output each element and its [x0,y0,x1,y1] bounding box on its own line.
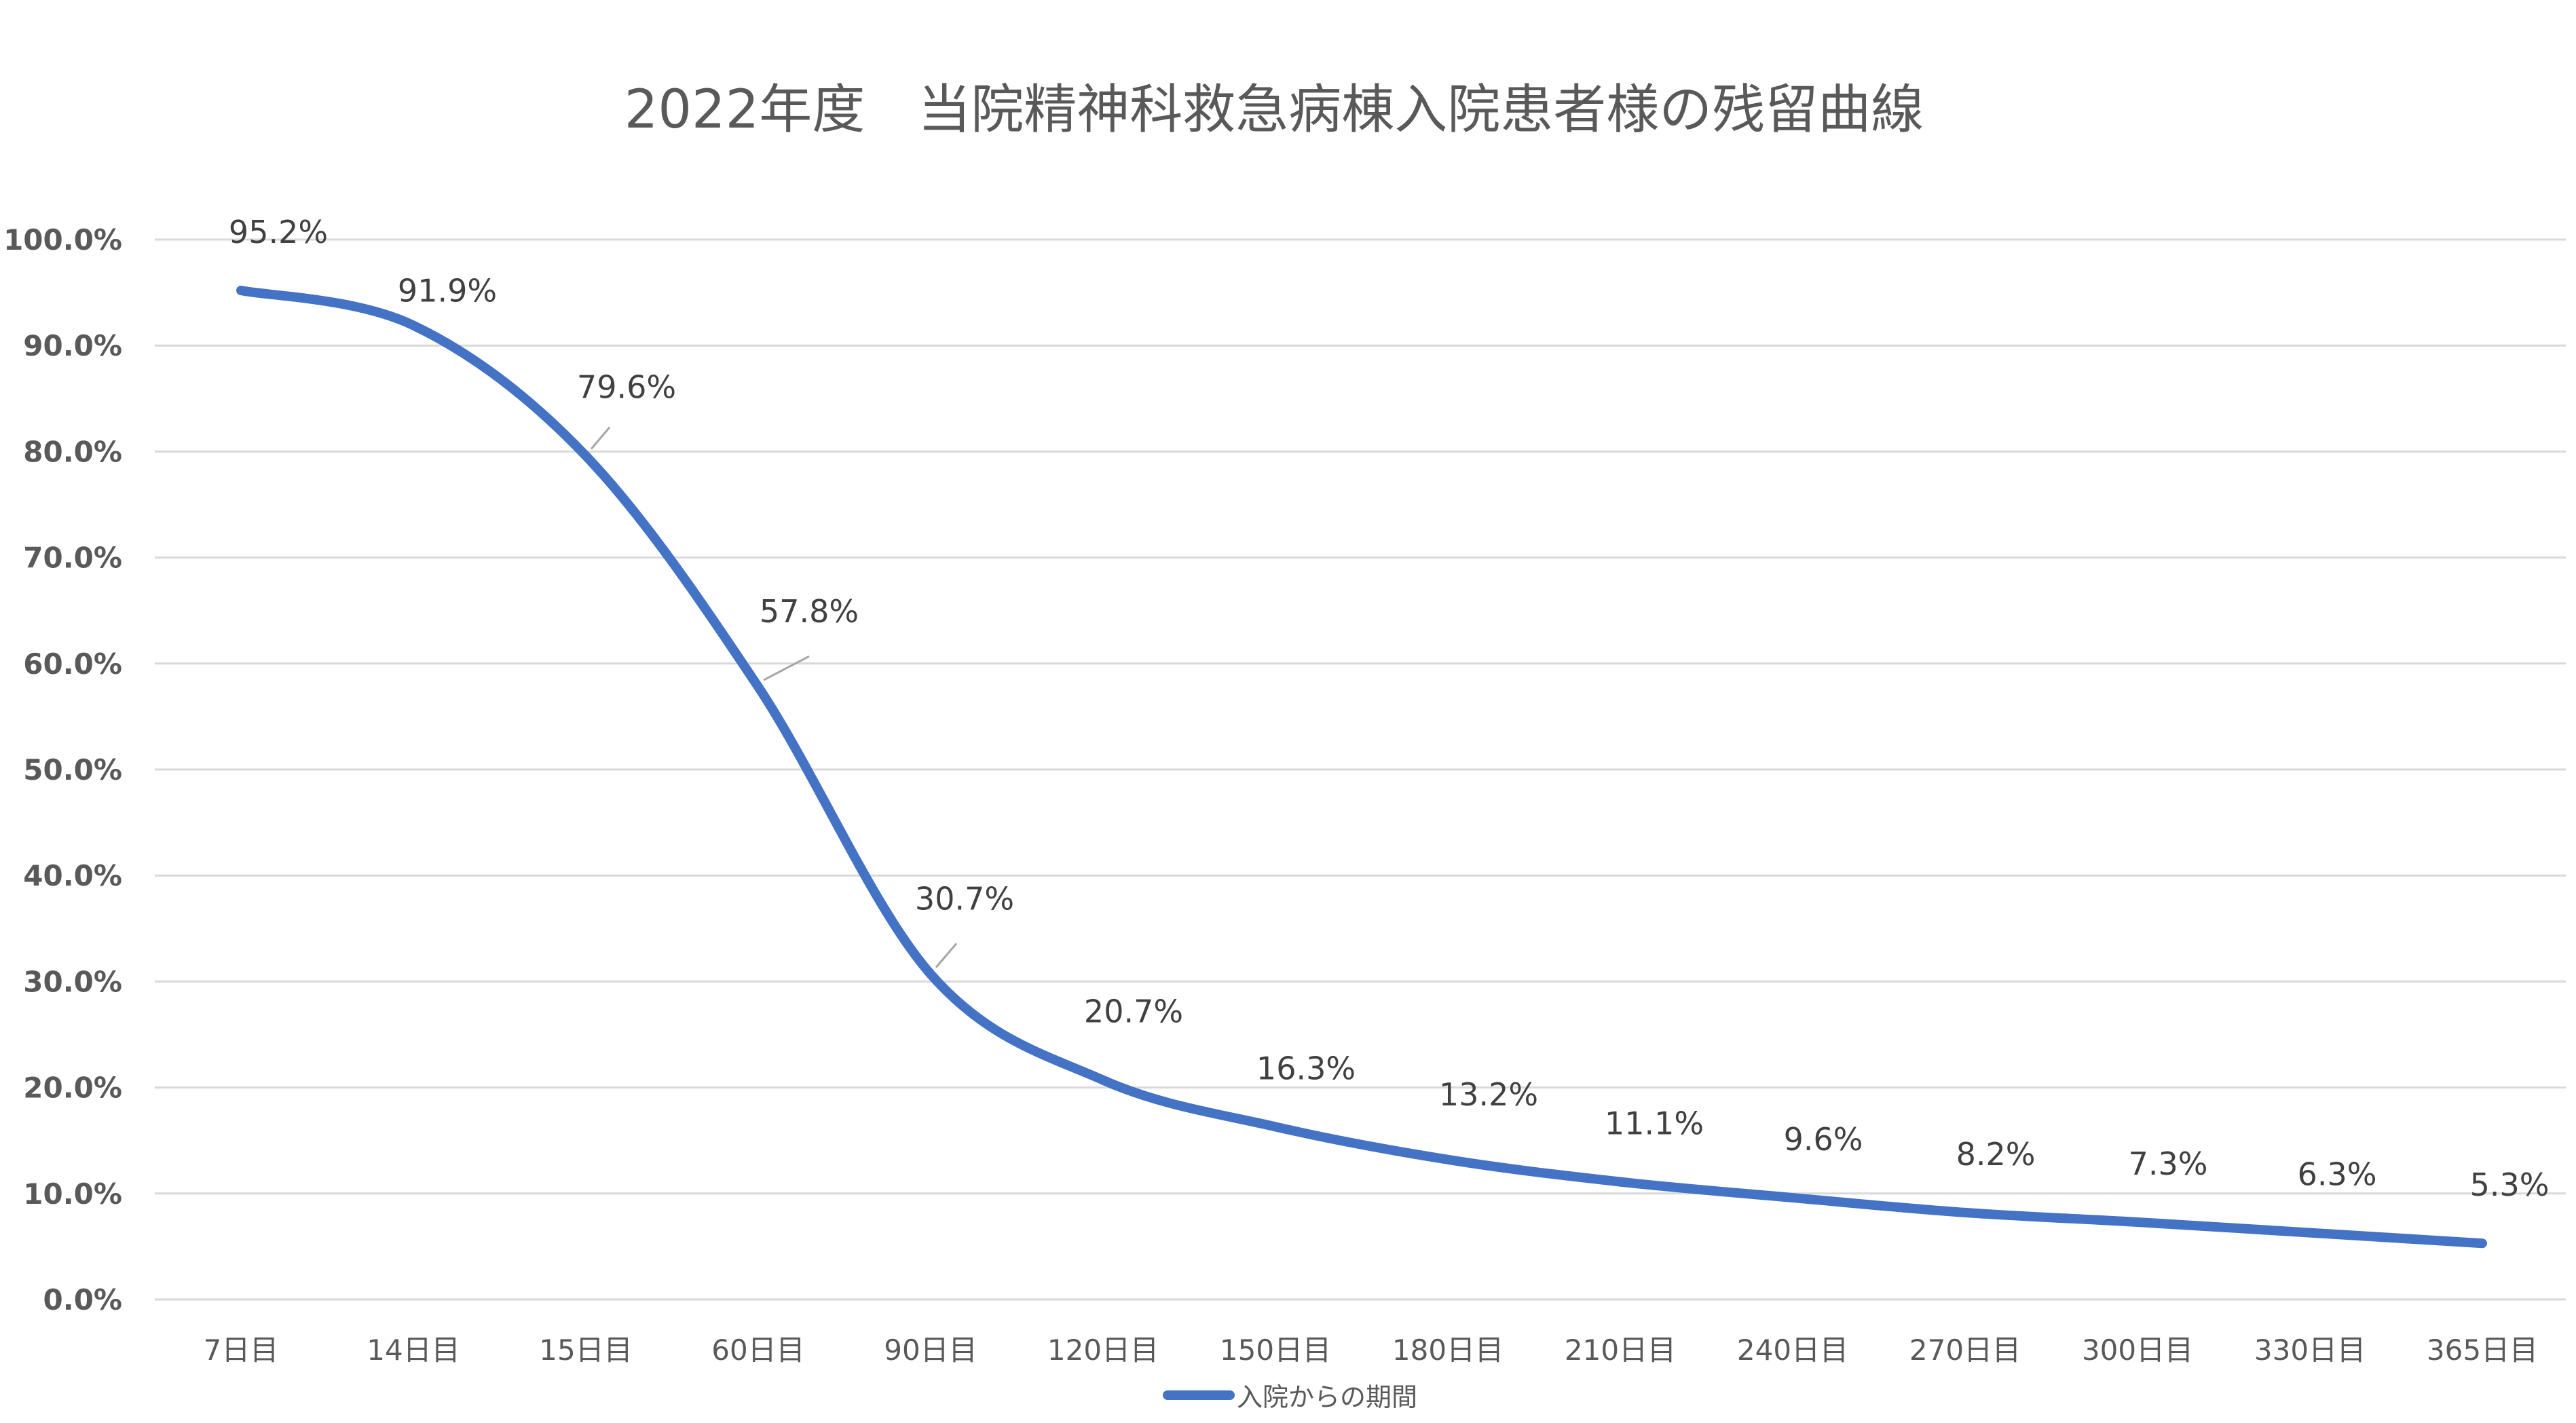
data-label: 13.2% [1439,1076,1538,1113]
leader-line [763,655,810,681]
x-tick-label: 270日目 [1909,1333,2021,1367]
data-point [1447,1159,1449,1160]
legend: 入院からの期間 [1163,1382,1417,1412]
leader-line [935,943,958,968]
data-label: 7.3% [2129,1145,2208,1182]
data-label: 95.2% [229,214,328,250]
y-tick-label: 30.0% [23,965,122,998]
y-tick-label: 40.0% [23,859,122,892]
data-point [758,686,759,687]
data-point [2482,1242,2483,1244]
y-tick-label: 0.0% [43,1283,122,1316]
legend-label: 入院からの期間 [1237,1382,1417,1412]
x-tick-label: 60日目 [711,1333,804,1367]
data-label: 9.6% [1784,1121,1863,1158]
x-tick-label: 300日目 [2082,1333,2193,1367]
data-point [1102,1080,1104,1081]
y-tick-label: 80.0% [23,435,122,468]
x-tick-label: 210日目 [1565,1333,1676,1367]
data-label: 79.6% [577,369,676,406]
y-tick-label: 70.0% [23,542,122,575]
y-tick-label: 90.0% [23,329,122,362]
data-point [1964,1212,1966,1213]
y-tick-label: 60.0% [23,647,122,681]
y-tick-label: 50.0% [23,753,122,786]
x-tick-label: 365日目 [2427,1333,2538,1367]
y-tick-label: 10.0% [23,1177,122,1211]
data-point [240,290,242,291]
y-tick-label: 20.0% [23,1071,122,1105]
data-label: 57.8% [760,593,859,630]
leader-line [590,426,611,450]
x-tick-label: 14日目 [367,1333,460,1367]
y-tick-label: 100.0% [3,223,122,257]
data-label: 5.3% [2470,1166,2550,1203]
x-tick-label: 240日目 [1737,1333,1848,1367]
data-label: 11.1% [1605,1105,1704,1142]
x-tick-label: 120日目 [1047,1333,1159,1367]
data-label: 6.3% [2298,1156,2377,1193]
data-label: 8.2% [1956,1136,2036,1173]
data-point [1620,1181,1621,1183]
x-tick-label: 180日目 [1392,1333,1504,1367]
data-point [2309,1232,2311,1234]
data-point [930,973,931,974]
data-point [1275,1126,1276,1127]
chart-title: 2022年度 当院精神科救急病棟入院患者様の残留曲線 [624,79,1924,140]
data-label: 91.9% [398,273,497,309]
x-tick-label: 150日目 [1220,1333,1331,1367]
series-line [236,285,2487,1249]
data-label: 20.7% [1084,993,1183,1030]
x-tick-label: 90日目 [884,1333,977,1367]
data-point [2137,1221,2138,1223]
data-point [413,325,414,326]
x-tick-label: 7日目 [204,1333,279,1367]
data-point [1792,1197,1793,1198]
data-label: 16.3% [1256,1050,1356,1086]
data-label: 30.7% [915,880,1014,917]
x-tick-label: 330日目 [2254,1333,2366,1367]
x-tick-label: 15日目 [539,1333,632,1367]
data-point [585,455,586,457]
